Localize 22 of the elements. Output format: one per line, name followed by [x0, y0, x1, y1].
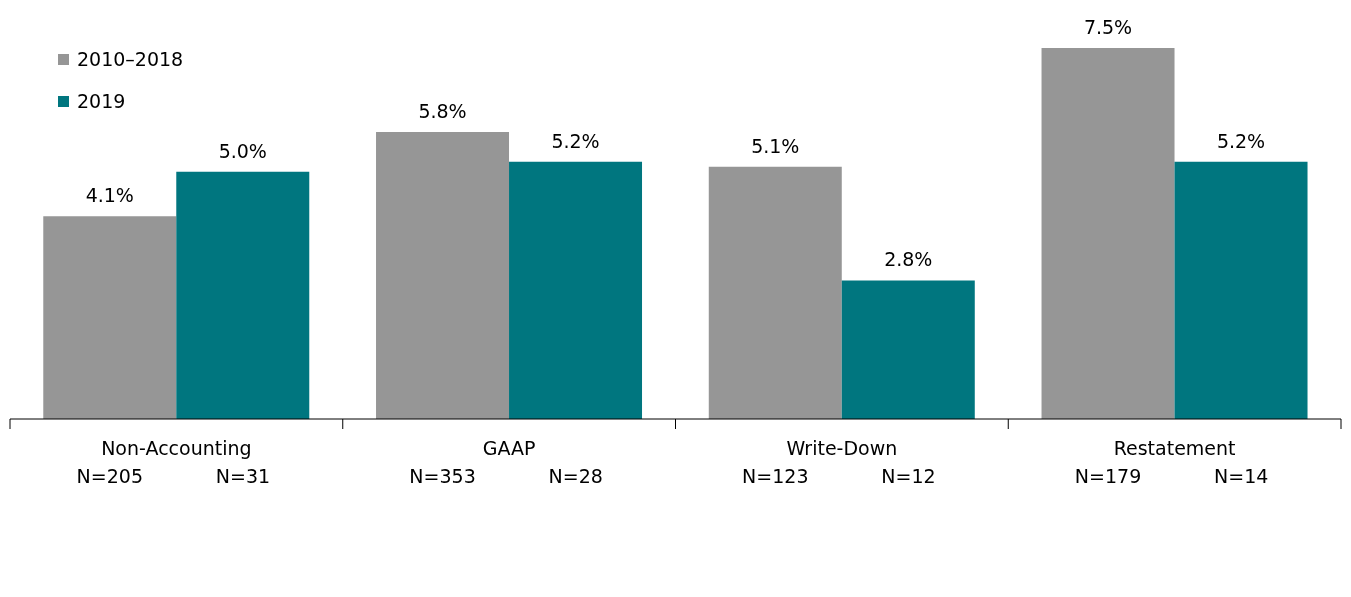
category-label: Write-Down N=123 N=12 — [742, 437, 936, 487]
bar — [1174, 161, 1308, 419]
data-label: 5.1% — [751, 134, 800, 157]
data-label: 2.8% — [884, 248, 933, 271]
bar — [176, 171, 310, 419]
data-label: 5.0% — [218, 139, 267, 162]
bar — [1041, 48, 1175, 419]
bar — [708, 166, 842, 419]
bar — [841, 280, 975, 419]
data-label: 4.1% — [85, 184, 134, 207]
legend-label: 2010–2018 — [77, 48, 184, 70]
data-label: 7.5% — [1083, 16, 1133, 38]
data-label: 5.8% — [418, 100, 467, 123]
data-label: 5.2% — [1216, 129, 1266, 152]
bar — [376, 132, 510, 419]
bar — [509, 161, 643, 419]
category-label: Restatement N=179 N=14 — [1074, 437, 1269, 487]
bar — [43, 216, 177, 419]
category-label: Non-Accounting N=205 N=31 — [76, 437, 271, 487]
legend-label: 2019 — [77, 90, 126, 112]
category-label: GAAP N=353 N=28 — [409, 437, 603, 487]
data-label: 5.2% — [551, 129, 600, 152]
